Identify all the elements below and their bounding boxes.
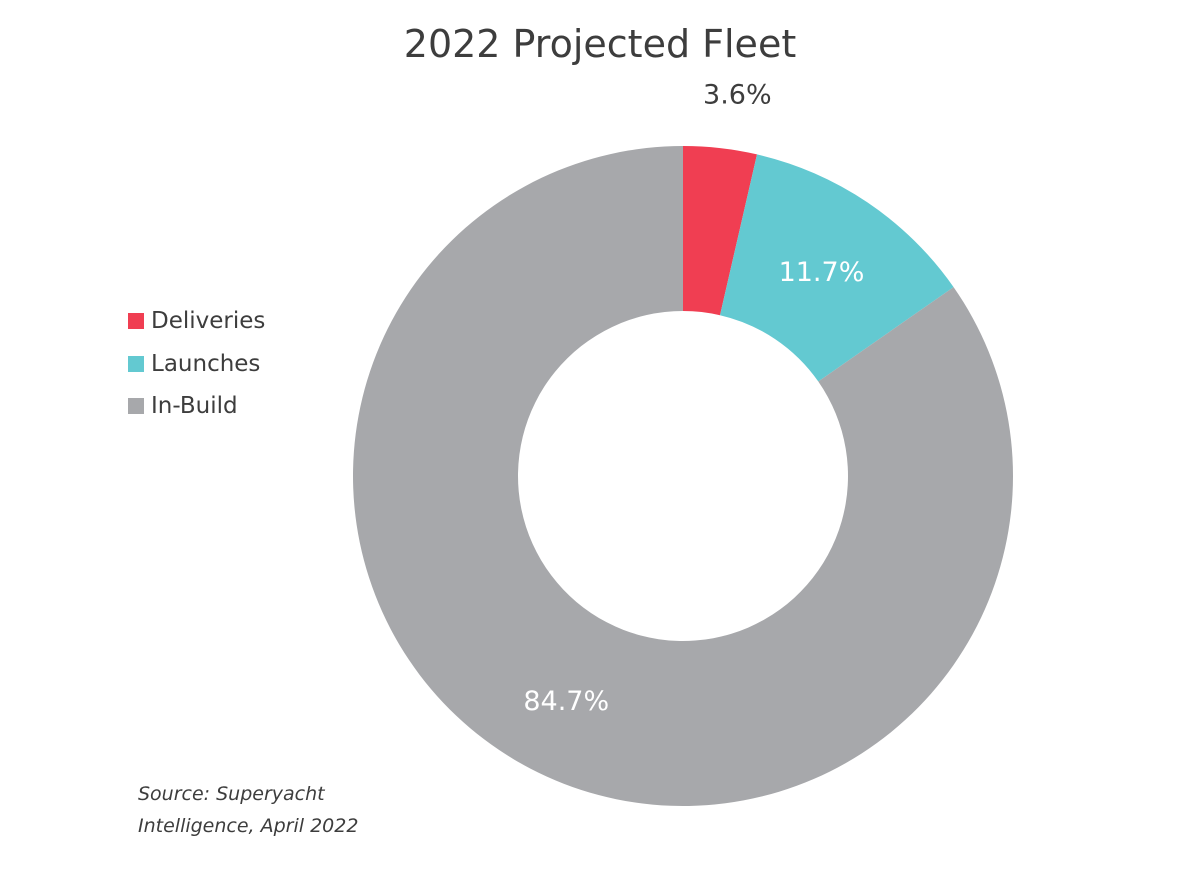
legend-item-deliveries[interactable]: Deliveries [128, 300, 265, 343]
legend-swatch-deliveries [128, 313, 144, 330]
legend-swatch-launches [128, 355, 144, 372]
slice-in-build[interactable] [352, 146, 1013, 806]
chart-title: 2022 Projected Fleet [403, 22, 797, 66]
source-line-2: Intelligence, April 2022 [138, 815, 359, 837]
source-line-1: Source: Superyacht [138, 783, 325, 805]
data-label-deliveries: 3.6% [703, 79, 772, 110]
slice-launches[interactable] [720, 154, 954, 382]
legend: Deliveries Launches In-Build [128, 300, 265, 428]
legend-item-in-build[interactable]: In-Build [128, 385, 265, 428]
legend-label-launches: Launches [151, 350, 261, 377]
legend-swatch-in-build [128, 398, 144, 415]
legend-label-deliveries: Deliveries [151, 308, 266, 335]
legend-label-in-build: In-Build [151, 393, 238, 420]
data-label-in-build: 84.7% [523, 686, 609, 717]
legend-item-launches[interactable]: Launches [128, 343, 265, 386]
source-note: Source: Superyacht Intelligence, April 2… [138, 778, 358, 842]
data-label-launches: 11.7% [779, 257, 865, 288]
slice-deliveries[interactable] [683, 146, 758, 316]
